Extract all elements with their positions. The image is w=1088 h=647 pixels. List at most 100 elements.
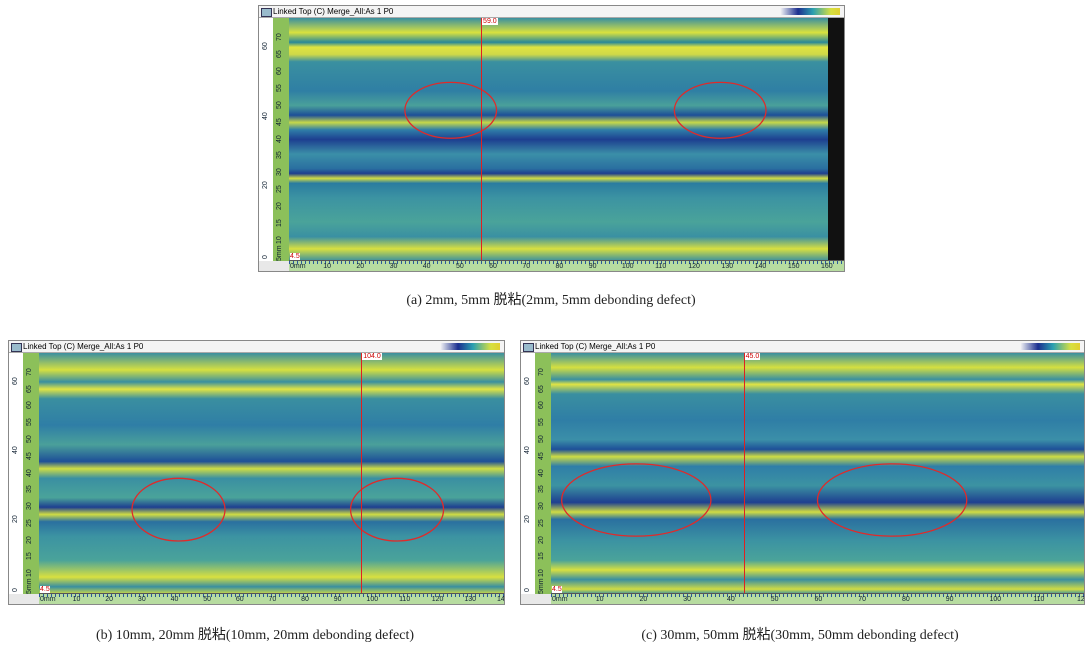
cursor-value: 59.0	[482, 18, 498, 25]
cursor-line	[361, 353, 363, 594]
x-tick-label: 0mm	[552, 596, 568, 603]
y-tick-label: 55	[276, 83, 283, 92]
corner-value: 4.5	[552, 586, 562, 593]
x-tick-label: 120	[1077, 596, 1085, 603]
scan-window: Linked Top (C) Merge_All:As 1 P0 0 20 40 60 5…	[8, 340, 505, 605]
y-tick-label: 20	[276, 202, 283, 211]
y-tick-label: 40	[12, 445, 19, 454]
y-tick-label: 60	[262, 41, 269, 50]
x-ruler: 0mm 10 20 30 40 50 60 70 80 90 100 110 120 130 140	[39, 593, 504, 604]
y-tick-label: 10	[276, 236, 283, 245]
y-tick-label: 50	[538, 435, 545, 443]
caption: (b) 10mm, 20mm 脱粘(10mm, 20mm debonding d…	[95, 628, 415, 643]
x-tick-label: 100	[366, 596, 379, 603]
outer-ruler: 0 20 40 60	[521, 353, 536, 594]
y-tick-label: 5mm	[26, 578, 33, 594]
y-tick-label: 65	[26, 384, 33, 393]
scan-edge	[828, 18, 844, 261]
y-tick-label: 45	[26, 451, 33, 460]
y-tick-label: 40	[538, 468, 545, 477]
x-tick-label: 40	[170, 596, 179, 603]
x-tick-label: 50	[770, 596, 779, 603]
cursor-value: 45.0	[744, 353, 761, 360]
defect-ellipse	[351, 478, 444, 541]
x-tick-label: 110	[1033, 596, 1045, 603]
x-tick-label: 20	[105, 596, 114, 603]
defect-marks	[39, 353, 504, 594]
defect-ellipse	[562, 464, 711, 536]
x-tick-label: 160	[821, 263, 833, 270]
y-tick-label: 70	[276, 33, 283, 41]
x-tick-label: 120	[688, 263, 700, 270]
x-ruler: 0mm 10 20 30 40 50 60 70 80 90 100 110 120 130 140 150 1…	[289, 260, 844, 271]
y-tick-label: 20	[262, 181, 269, 190]
y-tick-label: 20	[538, 535, 545, 544]
x-tick-label: 70	[268, 596, 277, 603]
window-icon	[11, 343, 22, 352]
x-tick-label: 60	[814, 596, 823, 603]
window-icon	[523, 343, 534, 352]
x-tick-label: 20	[639, 596, 648, 603]
y-tick-label: 20	[26, 535, 33, 544]
defect-ellipse	[405, 82, 497, 138]
x-tick-label: 80	[555, 263, 564, 270]
y-tick-label: 45	[538, 451, 545, 460]
y-tick-label: 55	[26, 418, 33, 427]
y-tick-label: 60	[12, 376, 19, 385]
x-tick-label: 80	[902, 596, 910, 603]
x-tick-label: 90	[588, 263, 597, 270]
x-tick-label: 80	[301, 596, 309, 603]
y-tick-label: 20	[524, 515, 531, 523]
y-tick-label: 0	[12, 588, 19, 592]
x-tick-label: 70	[858, 596, 867, 603]
x-tick-label: 30	[389, 263, 398, 270]
y-tick-label: 35	[26, 485, 33, 494]
x-tick-label: 50	[203, 596, 211, 603]
y-tick-label: 50	[26, 435, 33, 443]
x-tick-label: 100	[621, 263, 634, 270]
inner-ruler: 5mm 10 15 20 25 30 35 40 45 50 55 60 65 70	[535, 353, 551, 594]
x-tick-label: 0mm	[290, 263, 306, 270]
y-tick-label: 40	[26, 468, 33, 477]
x-tick-label: 140	[497, 596, 505, 603]
x-tick-label: 20	[356, 263, 365, 270]
x-tick-label: 110	[399, 596, 411, 603]
y-tick-label: 60	[538, 401, 545, 410]
x-ruler: 0mm 10 20 30 40 50 60 70 80 90 100 110 120	[551, 593, 1084, 604]
y-tick-label: 5mm	[276, 245, 283, 261]
x-tick-label: 40	[727, 596, 735, 603]
y-tick-label: 45	[276, 117, 283, 126]
corner-value: 4.5	[290, 253, 300, 260]
inner-ruler: 5mm 10 15 20 25 30 35 40 45 50 55 60 65 70	[23, 353, 39, 594]
x-tick-label: 40	[422, 263, 431, 270]
caption: (c) 30mm, 50mm 脱粘(30mm, 50mm debonding d…	[641, 628, 959, 643]
y-tick-label: 50	[276, 100, 283, 109]
window-icon	[261, 8, 272, 17]
x-tick-label: 60	[235, 596, 244, 603]
y-tick-label: 0	[524, 588, 531, 592]
scan-image: 4.5	[39, 353, 504, 594]
y-tick-label: 40	[524, 445, 531, 454]
corner-value: 4.5	[40, 586, 50, 593]
y-tick-label: 35	[276, 151, 283, 160]
y-tick-label: 10	[538, 569, 545, 578]
y-tick-label: 70	[538, 367, 545, 376]
x-tick-label: 50	[455, 263, 464, 270]
x-tick-label: 30	[137, 596, 146, 603]
x-tick-label: 130	[464, 596, 477, 603]
x-tick-label: 90	[333, 596, 342, 603]
defect-ellipse	[132, 478, 225, 541]
x-tick-label: 0mm	[40, 596, 56, 603]
window-title: Linked Top (C) Merge_All:As 1 P0	[9, 341, 504, 353]
y-tick-label: 40	[276, 134, 283, 143]
scan-window: Linked Top (C) Merge_All:As 1 P0 0 20 40 60 5…	[258, 5, 845, 272]
cursor-value: 104.0	[362, 353, 382, 360]
x-tick-label: 120	[431, 596, 444, 603]
y-tick-label: 20	[12, 515, 19, 523]
color-bar	[440, 343, 500, 350]
x-tick-label: 150	[787, 263, 800, 270]
y-tick-label: 65	[276, 50, 283, 58]
x-tick-label: 10	[595, 596, 604, 603]
y-tick-label: 15	[276, 219, 283, 228]
